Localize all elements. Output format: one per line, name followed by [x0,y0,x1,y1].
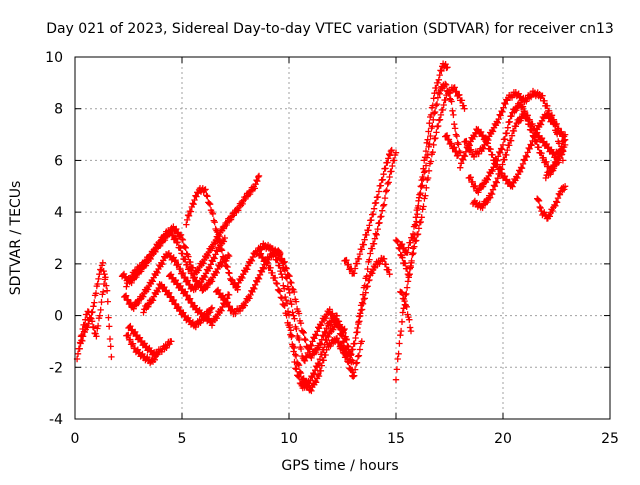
y-tick-label: 2 [54,257,63,273]
data-points [234,240,357,392]
series-track-9 [183,185,241,293]
series-track-24 [457,110,567,190]
x-tick-label: 10 [280,431,298,447]
series-track-12 [234,240,357,392]
series-track-10 [166,271,233,329]
y-tick-label: -4 [49,412,63,428]
y-tick-label: 6 [54,153,63,169]
series-track-17 [354,254,393,332]
series-track-25 [534,183,569,222]
x-tick-labels: 0 5 10 15 20 25 [71,431,619,447]
grid-lines [75,57,610,419]
axis-ticks [74,56,611,420]
x-tick-label: 5 [178,431,187,447]
y-tick-labels: -4 -2 0 2 4 6 8 10 [45,50,63,428]
x-axis-label: GPS time / hours [281,458,398,474]
data-points [397,80,464,256]
y-tick-label: 4 [54,205,63,221]
series-track-26 [542,131,569,182]
data-points [125,322,175,358]
chart-title: Day 021 of 2023, Sidereal Day-to-day VTE… [46,21,614,37]
series-track-28 [397,288,415,335]
x-tick-label: 20 [494,431,512,447]
data-points [121,234,228,312]
x-tick-label: 25 [601,431,619,447]
series-track-20 [397,80,464,256]
data-points [275,247,350,365]
series-track-27 [442,132,462,159]
y-tick-label: 0 [54,309,63,325]
data-points [457,110,567,190]
data-points [76,276,109,352]
series-track-4 [121,234,228,312]
y-tick-label: 10 [45,50,63,66]
y-tick-label: -2 [49,360,63,376]
data-points [341,146,395,277]
x-tick-label: 15 [387,431,405,447]
series-track-2 [76,276,109,352]
series-track-7 [123,227,233,294]
data-points [166,271,233,329]
data-points [73,259,115,363]
series-track-6 [125,322,175,358]
data-points [123,227,233,294]
series-track-13 [255,250,365,395]
data-series [73,60,569,395]
series-track-15 [337,149,400,365]
data-points [397,288,415,335]
data-points [183,185,241,293]
x-tick-label: 0 [71,431,80,447]
series-track-16 [341,146,395,277]
data-points [542,131,569,182]
y-tick-label: 8 [54,102,63,118]
data-points [337,149,400,365]
y-axis-label: SDTVAR / TECUs [8,181,24,296]
data-points [534,183,569,222]
data-points [255,250,365,395]
data-points [442,132,462,159]
series-track-14 [275,247,350,365]
data-points [354,254,393,332]
series-track-1 [73,259,115,363]
plot-frame [74,56,611,420]
